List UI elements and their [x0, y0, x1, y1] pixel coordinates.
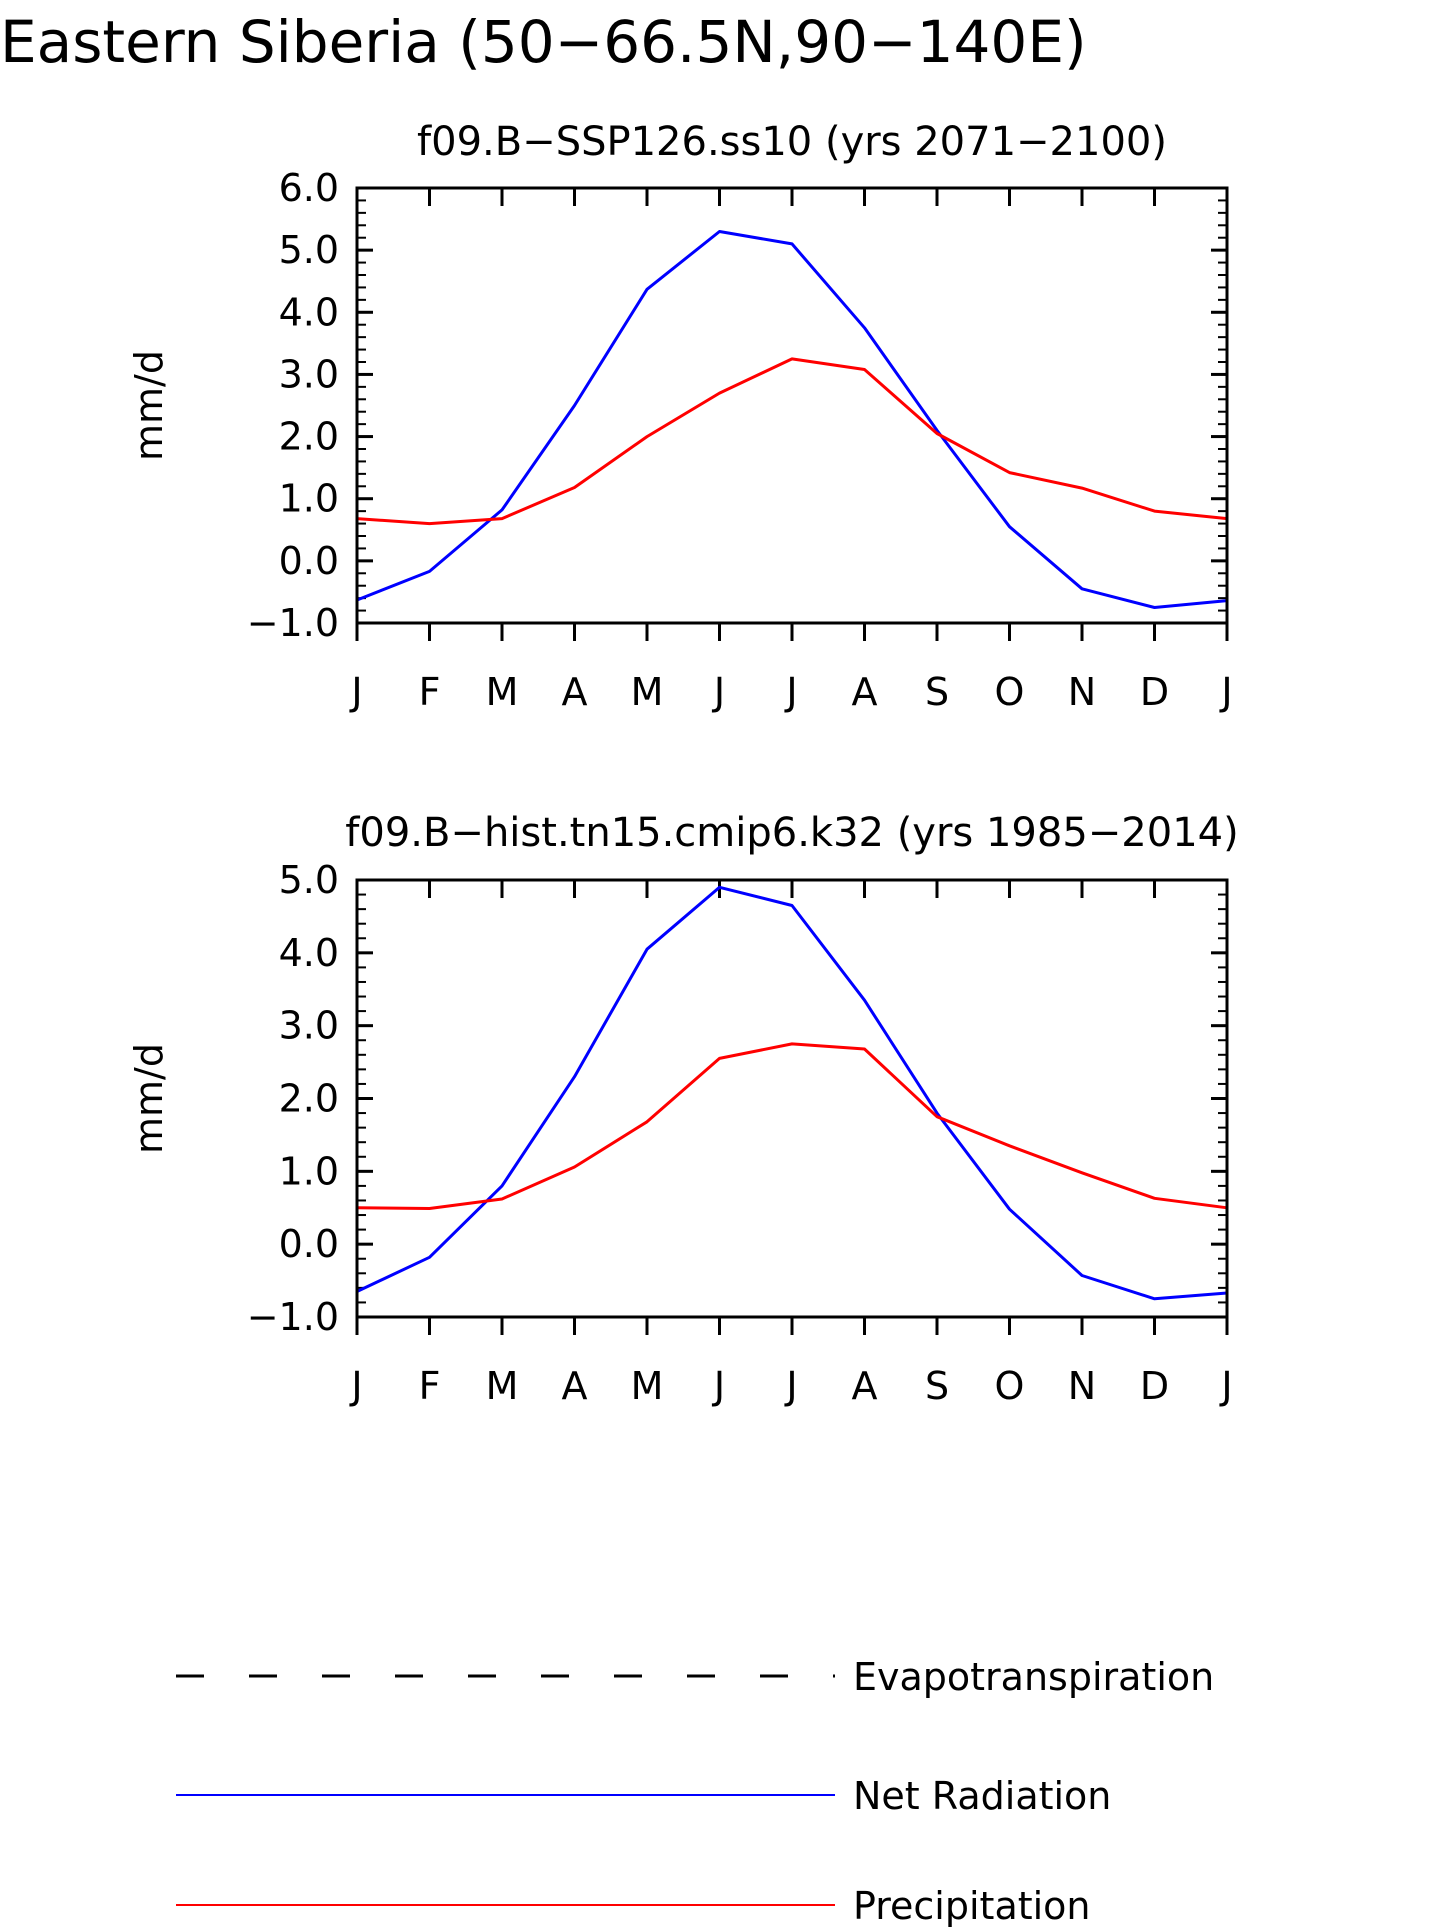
y-tick-label: 6.0 — [279, 166, 339, 210]
legend-label: Evapotranspiration — [853, 1655, 1214, 1699]
y-tick-label: −1.0 — [247, 601, 339, 645]
x-tick-label: M — [486, 1364, 519, 1408]
x-tick-label: D — [1140, 1364, 1169, 1408]
x-tick-label: M — [631, 670, 664, 714]
x-tick-label: J — [712, 1364, 725, 1408]
x-tick-label: J — [349, 670, 362, 714]
plot-frame — [355, 878, 1229, 1319]
y-tick-label: 0.0 — [279, 539, 339, 583]
y-tick-label: 1.0 — [279, 477, 339, 521]
legend-label: Net Radiation — [853, 1774, 1111, 1818]
x-tick-label: J — [784, 670, 797, 714]
series-line-net-radiation — [356, 230, 1228, 609]
y-tick-label: −1.0 — [247, 1295, 339, 1339]
panel-subtitle: f09.B−hist.tn15.cmip6.k32 (yrs 1985−2014… — [345, 810, 1238, 856]
y-axis-label: mm/d — [127, 350, 171, 461]
x-tick-label: S — [925, 670, 949, 714]
x-tick-label: J — [784, 1364, 797, 1408]
y-tick-label: 0.0 — [279, 1222, 339, 1266]
x-tick-label: F — [419, 670, 441, 714]
x-tick-label: J — [349, 1364, 362, 1408]
x-tick-label: A — [852, 670, 878, 714]
legend: Evapotranspiration Net Radiation Precipita… — [176, 1655, 1214, 1927]
x-tick-label: J — [712, 670, 725, 714]
x-tick-label: D — [1140, 670, 1169, 714]
x-tick-label: A — [562, 670, 588, 714]
x-tick-label: M — [631, 1364, 664, 1408]
series-line-net-radiation — [356, 885, 1228, 1301]
legend-label: Precipitation — [853, 1884, 1091, 1927]
x-tick-label: A — [852, 1364, 878, 1408]
chart-panel-1: f09.B−SSP126.ss10 (yrs 2071−2100) mm/d 6.0… — [127, 119, 1233, 714]
x-tick-label: A — [562, 1364, 588, 1408]
y-axis-label: mm/d — [127, 1043, 171, 1154]
x-tick-label: S — [925, 1364, 949, 1408]
y-tick-label: 5.0 — [279, 858, 339, 902]
series-line-precipitation — [356, 1042, 1228, 1210]
y-tick-label: 5.0 — [279, 228, 339, 272]
x-tick-label: J — [1219, 670, 1232, 714]
x-tick-label: M — [486, 670, 519, 714]
y-tick-label: 3.0 — [279, 352, 339, 396]
y-tick-label: 4.0 — [279, 931, 339, 975]
y-tick-label: 3.0 — [279, 1004, 339, 1048]
plot-frame — [355, 186, 1229, 625]
x-tick-label: F — [419, 1364, 441, 1408]
series-line-precipitation — [356, 357, 1228, 526]
figure-title: Eastern Siberia (50−66.5N,90−140E) — [0, 8, 1087, 76]
x-tick-label: N — [1068, 1364, 1096, 1408]
chart-panel-2: f09.B−hist.tn15.cmip6.k32 (yrs 1985−2014… — [127, 810, 1239, 1408]
y-tick-label: 1.0 — [279, 1149, 339, 1193]
y-tick-label: 2.0 — [279, 415, 339, 459]
y-tick-label: 2.0 — [279, 1077, 339, 1121]
panel-subtitle: f09.B−SSP126.ss10 (yrs 2071−2100) — [417, 119, 1167, 165]
x-tick-label: J — [1219, 1364, 1232, 1408]
x-tick-label: N — [1068, 670, 1096, 714]
x-tick-label: O — [995, 670, 1025, 714]
y-tick-label: 4.0 — [279, 290, 339, 334]
x-tick-label: O — [995, 1364, 1025, 1408]
